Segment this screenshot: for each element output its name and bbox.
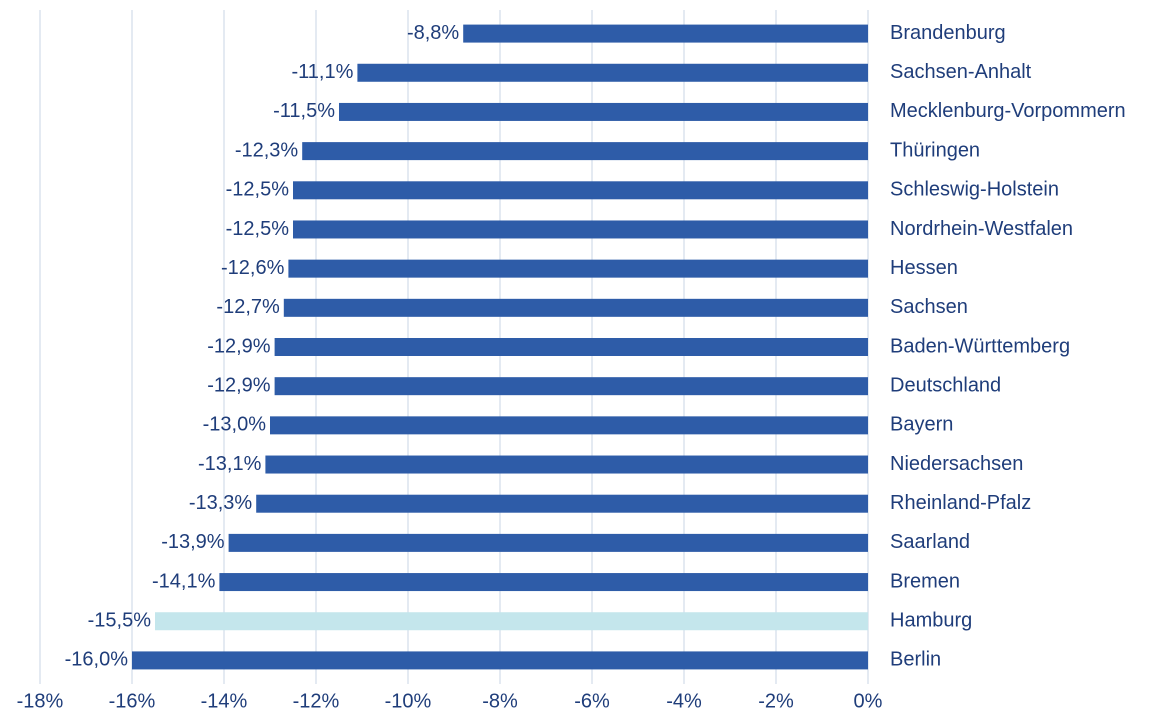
- value-label: -8,8%: [407, 22, 459, 44]
- bar: [339, 102, 868, 121]
- value-label: -12,9%: [207, 374, 271, 396]
- x-tick-label: -12%: [293, 690, 340, 712]
- bar: [132, 651, 868, 670]
- x-tick-label: -6%: [574, 690, 610, 712]
- category-label: Thüringen: [890, 139, 980, 161]
- category-label: Bremen: [890, 570, 960, 592]
- bar: [270, 416, 868, 435]
- category-label: Deutschland: [890, 374, 1001, 396]
- bar: [463, 24, 868, 43]
- bar: [274, 338, 869, 356]
- bar: [256, 494, 868, 513]
- x-tick-label: -2%: [758, 690, 794, 712]
- category-label: Bayern: [890, 414, 953, 436]
- bar: [357, 63, 868, 82]
- value-label: -12,9%: [207, 335, 271, 357]
- category-label: Sachsen: [890, 296, 968, 318]
- value-label: -12,3%: [235, 139, 299, 161]
- x-tick-label: -14%: [201, 690, 248, 712]
- value-label: -11,5%: [273, 100, 335, 122]
- value-label: -15,5%: [88, 610, 152, 632]
- x-tick-label: -16%: [109, 690, 156, 712]
- category-label: Sachsen-Anhalt: [890, 61, 1032, 83]
- value-label: -13,3%: [189, 492, 253, 514]
- category-label: Brandenburg: [890, 22, 1006, 44]
- value-label: -12,6%: [221, 257, 285, 279]
- value-label: -12,7%: [216, 296, 280, 318]
- value-label: -13,9%: [161, 531, 225, 553]
- bar: [288, 259, 868, 278]
- value-label: -16,0%: [65, 649, 129, 671]
- value-label: -14,1%: [152, 570, 216, 592]
- value-label: -13,0%: [203, 414, 267, 436]
- category-label: Nordrhein-Westfalen: [890, 218, 1073, 240]
- bar: [265, 455, 868, 474]
- x-tick-label: -8%: [482, 690, 518, 712]
- value-label: -12,5%: [226, 218, 290, 240]
- category-label: Berlin: [890, 649, 941, 671]
- bar: [274, 377, 869, 396]
- category-label: Baden-Württemberg: [890, 335, 1070, 357]
- bar: [155, 612, 868, 631]
- bar: [283, 298, 868, 317]
- x-tick-label: -18%: [17, 690, 64, 712]
- category-label: Rheinland-Pfalz: [890, 492, 1031, 514]
- category-label: Hamburg: [890, 610, 972, 632]
- category-label: Niedersachsen: [890, 453, 1023, 475]
- value-label: -11,1%: [292, 61, 354, 83]
- category-label: Hessen: [890, 257, 958, 279]
- category-label: Saarland: [890, 531, 970, 553]
- x-tick-label: 0%: [854, 690, 883, 712]
- bar: [302, 142, 868, 161]
- x-tick-label: -4%: [666, 690, 702, 712]
- bar: [293, 220, 868, 239]
- bar: [293, 181, 868, 200]
- category-label: Mecklenburg-Vorpommern: [890, 100, 1126, 122]
- value-label: -12,5%: [226, 179, 290, 201]
- value-label: -13,1%: [198, 453, 262, 475]
- bar: [228, 533, 869, 552]
- category-label: Schleswig-Holstein: [890, 179, 1059, 201]
- x-tick-label: -10%: [385, 690, 432, 712]
- bar: [219, 573, 868, 592]
